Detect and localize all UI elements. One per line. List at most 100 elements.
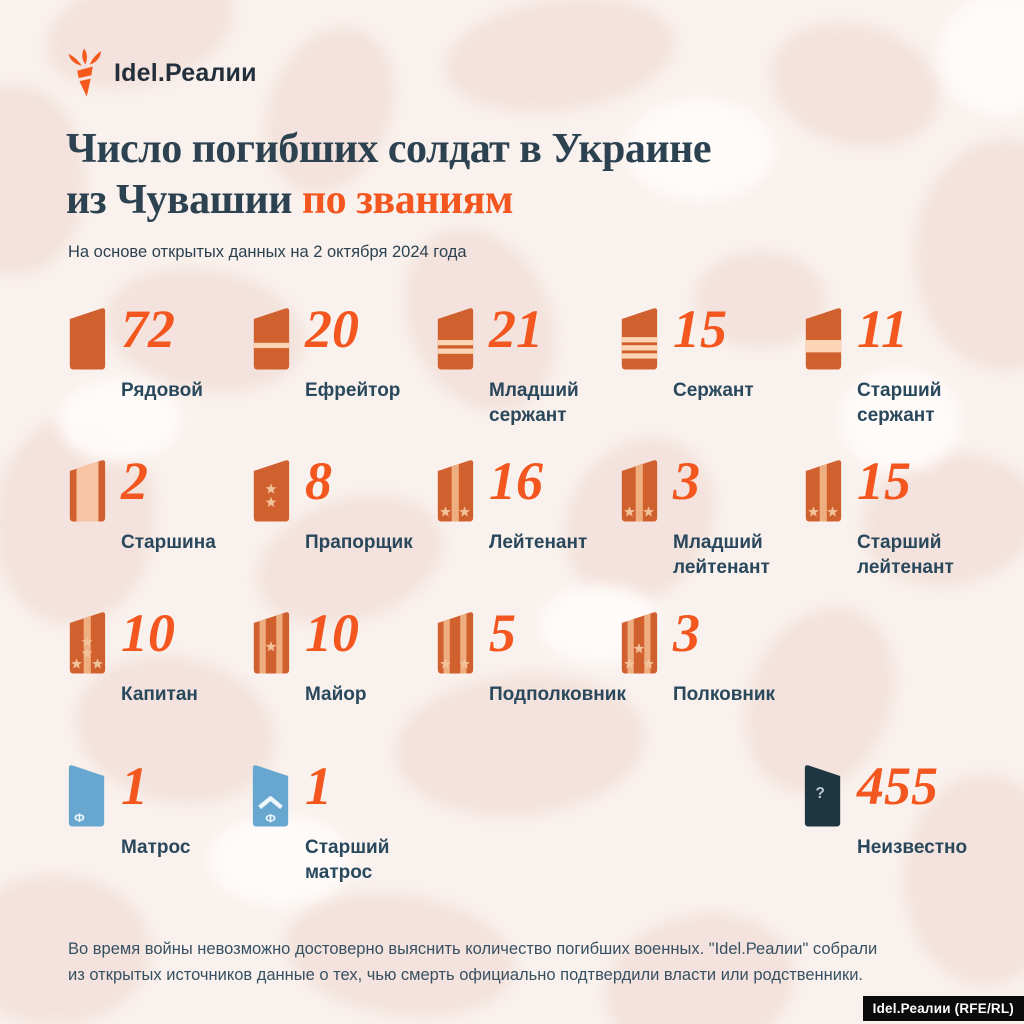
svg-text:Ф: Ф xyxy=(265,812,276,826)
shoulder-board-icon xyxy=(618,458,660,524)
rank-label: Капитан xyxy=(121,684,198,705)
rank-label: Неизвестно xyxy=(857,837,968,858)
rank-item: 2 Старшина xyxy=(66,451,248,556)
rank-item: 72 Рядовой xyxy=(66,299,248,404)
shoulder-board-icon xyxy=(250,306,292,372)
rank-count: 1 xyxy=(305,756,332,816)
rank-label: Лейтенант xyxy=(489,532,588,553)
rank-item-top: 15 xyxy=(618,299,800,372)
rank-count: 1 xyxy=(121,756,148,816)
rank-item: Ф 1 Старший матрос xyxy=(250,756,432,885)
footnote: Во время войны невозможно достоверно выя… xyxy=(68,940,878,985)
title-line2: из Чувашии xyxy=(66,177,292,224)
rank-label: Старший сержант xyxy=(857,380,942,426)
rank-item-top: 11 xyxy=(802,299,984,372)
rank-count: 5 xyxy=(489,603,516,663)
rank-item-top: 8 xyxy=(250,451,432,524)
shoulder-board-icon xyxy=(434,610,476,676)
rank-label: Матрос xyxy=(121,837,191,858)
rank-count: 3 xyxy=(673,451,700,511)
rank-item-top: 5 xyxy=(434,603,616,676)
rank-count: 10 xyxy=(305,603,359,663)
rank-label: Майор xyxy=(305,684,367,705)
shoulder-board-icon xyxy=(802,306,844,372)
rank-count: 15 xyxy=(673,299,727,359)
rank-item-top: Ф 1 xyxy=(66,756,248,829)
brand-logo: Idel.Реалии xyxy=(64,46,257,100)
rank-item-top: 21 xyxy=(434,299,616,372)
svg-text:?: ? xyxy=(815,785,824,802)
rank-label: Прапорщик xyxy=(305,532,413,553)
rank-item: 10 Майор xyxy=(250,603,432,708)
rank-item-top: 20 xyxy=(250,299,432,372)
rank-item: 3 Полковник xyxy=(618,603,800,708)
rank-item: 10 Капитан xyxy=(66,603,248,708)
rank-label: Старшина xyxy=(121,532,216,553)
source-credit: Idel.Реалии (RFE/RL) xyxy=(862,996,1024,1021)
rank-item-top: 10 xyxy=(250,603,432,676)
rank-count: 10 xyxy=(121,603,175,663)
rank-item: ? 455 Неизвестно xyxy=(802,756,984,861)
rank-item-top: ? 455 xyxy=(802,756,984,829)
shoulder-board-icon xyxy=(66,610,108,676)
shoulder-board-icon xyxy=(802,458,844,524)
title-line2-accent: по званиям xyxy=(301,177,514,224)
rank-count: 21 xyxy=(489,299,543,359)
svg-text:Ф: Ф xyxy=(74,811,85,825)
rank-label: Старший лейтенант xyxy=(857,532,954,578)
rank-item: Ф 1 Матрос xyxy=(66,756,248,861)
rank-count: 16 xyxy=(489,451,543,511)
rank-count: 15 xyxy=(857,451,911,511)
rank-item-top: 15 xyxy=(802,451,984,524)
rank-item-top: 3 xyxy=(618,603,800,676)
rank-item-top: 10 xyxy=(66,603,248,676)
rank-label: Подполковник xyxy=(489,684,626,705)
shoulder-board-icon xyxy=(618,306,660,372)
shoulder-board-icon: ? xyxy=(802,763,844,829)
rank-item-top: Ф 1 xyxy=(250,756,432,829)
rank-item: 5 Подполковник xyxy=(434,603,626,708)
rank-count: 2 xyxy=(121,451,148,511)
rank-item: 15 Сержант xyxy=(618,299,800,404)
shoulder-board-icon xyxy=(434,306,476,372)
rank-label: Младший лейтенант xyxy=(673,532,770,578)
rank-count: 72 xyxy=(121,299,175,359)
shoulder-board-icon xyxy=(66,306,108,372)
rank-label: Ефрейтор xyxy=(305,380,401,401)
shoulder-board-icon: Ф xyxy=(66,763,108,829)
rank-label: Полковник xyxy=(673,684,776,705)
rank-count: 8 xyxy=(305,451,332,511)
shoulder-board-icon xyxy=(434,458,476,524)
rank-count: 20 xyxy=(305,299,359,359)
subtitle: На основе открытых данных на 2 октября 2… xyxy=(68,243,467,261)
rank-label: Рядовой xyxy=(121,380,203,401)
rank-item-top: 2 xyxy=(66,451,248,524)
shoulder-board-icon xyxy=(250,610,292,676)
rank-item: 15 Старший лейтенант xyxy=(802,451,984,580)
rank-item: 21 Младший сержант xyxy=(434,299,616,428)
torch-icon xyxy=(68,48,102,97)
rank-count: 11 xyxy=(857,299,909,359)
page-title: Число погибших солдат в Украине из Чуваши… xyxy=(66,124,711,226)
shoulder-board-icon xyxy=(618,610,660,676)
rank-label: Старший матрос xyxy=(305,837,390,883)
rank-label: Сержант xyxy=(673,380,754,401)
rank-item: 8 Прапорщик xyxy=(250,451,432,556)
rank-item: 11 Старший сержант xyxy=(802,299,984,428)
shoulder-board-icon xyxy=(250,458,292,524)
rank-item: 16 Лейтенант xyxy=(434,451,616,556)
rank-label: Младший сержант xyxy=(489,380,579,426)
title-line1: Число погибших солдат в Украине xyxy=(66,126,711,172)
rank-item-top: 72 xyxy=(66,299,248,372)
shoulder-board-icon: Ф xyxy=(250,763,292,829)
rank-item: 20 Ефрейтор xyxy=(250,299,432,404)
rank-item-top: 16 xyxy=(434,451,616,524)
brand-name: Idel.Реалии xyxy=(114,58,257,87)
rank-count: 3 xyxy=(673,603,700,663)
shoulder-board-icon xyxy=(66,458,108,524)
rank-item: 3 Младший лейтенант xyxy=(618,451,800,580)
rank-item-top: 3 xyxy=(618,451,800,524)
rank-count: 455 xyxy=(857,756,938,816)
